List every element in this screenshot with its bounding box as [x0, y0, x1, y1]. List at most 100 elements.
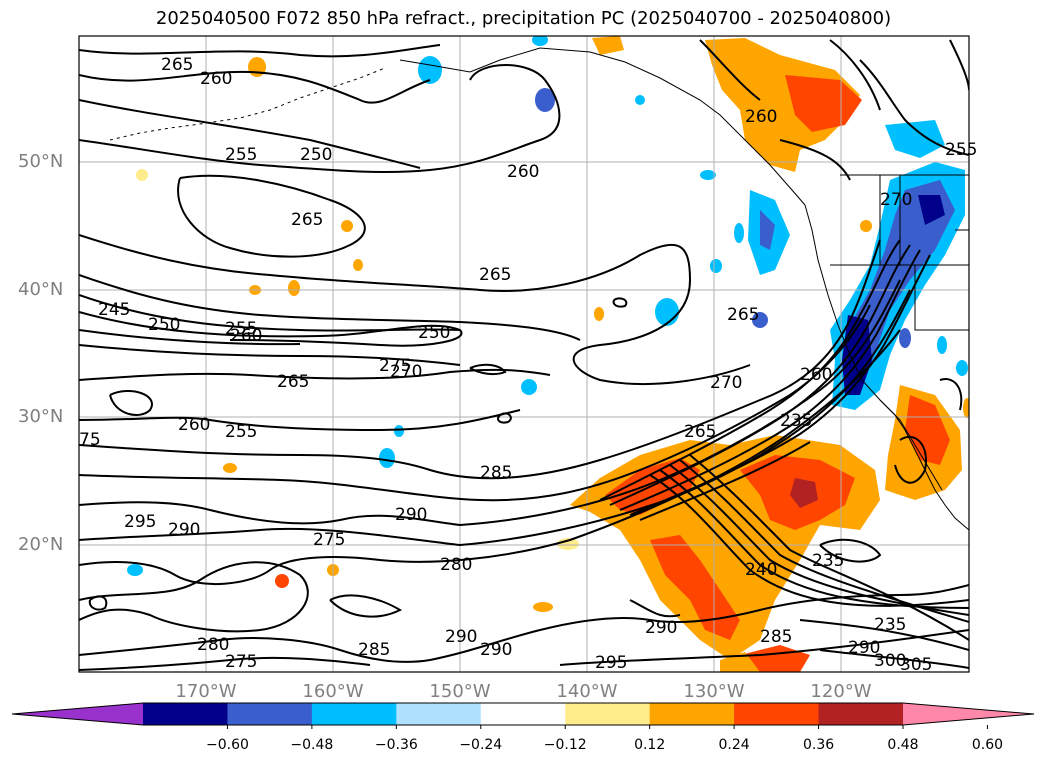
contour-line	[819, 538, 882, 563]
colorbar-cell	[227, 703, 313, 725]
contour-label: 280	[440, 555, 472, 575]
contour-label: 265	[479, 265, 511, 285]
map-title: 2025040500 F072 850 hPa refract., precip…	[155, 8, 892, 29]
precip-spot-negative	[899, 328, 911, 348]
contour-label: 260	[507, 162, 539, 182]
contour-label: 270	[710, 373, 742, 393]
precip-spot	[248, 57, 266, 77]
contour-label: 285	[480, 463, 512, 483]
contour-line	[79, 44, 441, 58]
contour-label: 260	[178, 415, 210, 435]
contour-line	[79, 329, 301, 346]
colorbar-extend-low	[12, 703, 143, 725]
contour-line	[894, 435, 927, 484]
contour-line	[88, 595, 108, 611]
contour-line	[79, 64, 561, 174]
contour-label: 260	[745, 107, 777, 127]
contour-line	[79, 294, 461, 332]
contour-label: 255	[945, 140, 977, 160]
contour-line	[79, 584, 969, 663]
precip-spot	[353, 259, 363, 271]
lon-label-140w: 140°W	[556, 681, 618, 702]
contour-label: 260	[200, 69, 232, 89]
precip-spot	[136, 169, 148, 181]
colorbar-cells	[143, 703, 904, 725]
contour-label: 265	[277, 372, 309, 392]
map-panel: 265 260 255 250 260 265 265 260 270 255 …	[78, 35, 977, 675]
colorbar-cell	[396, 703, 482, 725]
contour-label: 235	[780, 411, 812, 431]
contour-line	[79, 344, 461, 366]
contour-label: 270	[880, 190, 912, 210]
lon-label-160w: 160°W	[302, 681, 364, 702]
contour-line	[669, 464, 969, 616]
contour-line	[79, 239, 881, 480]
contour-line	[79, 99, 421, 169]
contour-line	[497, 412, 512, 424]
precip-spot-negative	[532, 36, 548, 46]
contour-label: 255	[225, 319, 257, 339]
contour-line	[799, 619, 969, 651]
contour-line	[79, 234, 751, 385]
contour-label: 250	[300, 145, 332, 165]
precip-spot	[963, 398, 969, 418]
contour-line	[649, 474, 969, 607]
contour-line	[79, 304, 871, 502]
contour-line	[659, 469, 969, 609]
contour-label: 250	[418, 323, 450, 343]
precip-spot	[275, 574, 289, 588]
contour-label: 235	[874, 615, 906, 635]
colorbar-cell	[311, 703, 397, 725]
contour-label: 290	[395, 505, 427, 525]
contour-label: 255	[225, 422, 257, 442]
contour-line	[79, 70, 431, 104]
aleutian-islands	[109, 67, 386, 141]
refractivity-contours	[79, 39, 969, 671]
contour-line	[639, 441, 811, 521]
contour-label: 290	[848, 638, 880, 658]
contour-label: 75	[79, 430, 101, 450]
precip-spot	[341, 220, 353, 232]
contour-label: 265	[161, 55, 193, 75]
colorbar	[11, 702, 1035, 729]
contour-line	[329, 594, 403, 618]
contour-label: 285	[760, 627, 792, 647]
contour-label: 260	[230, 326, 262, 346]
contour-label: 250	[148, 315, 180, 335]
precip-spot	[533, 602, 553, 612]
contour-line	[939, 378, 963, 411]
precip-spot-negative	[655, 298, 679, 326]
contour-label: 265	[727, 305, 759, 325]
precip-spot-negative	[734, 223, 744, 243]
precip-spot-negative	[127, 564, 143, 576]
baja-coast	[879, 399, 943, 491]
colorbar-tick-label: −0.24	[459, 737, 503, 753]
contour-label: 265	[291, 210, 323, 230]
contour-line	[79, 329, 901, 585]
contour-label: 290	[445, 627, 477, 647]
contour-line	[819, 649, 969, 669]
precip-spot	[860, 220, 872, 232]
contour-line	[559, 629, 969, 666]
contour-label: 290	[480, 640, 512, 660]
contour-line	[79, 561, 309, 633]
lon-label-150w: 150°W	[429, 681, 491, 702]
colorbar-ticks	[226, 725, 988, 729]
colorbar-cell	[649, 703, 735, 725]
precip-area-blue-dark	[918, 195, 945, 225]
precip-spot	[288, 280, 300, 296]
precip-spot-negative	[418, 56, 442, 84]
contour-label: 285	[358, 640, 390, 660]
alaska-coast	[399, 47, 806, 206]
contour-label: 290	[168, 520, 200, 540]
contour-line	[829, 39, 881, 111]
map-frame	[78, 35, 970, 673]
contour-line	[609, 244, 911, 506]
precip-area-nw-coast	[705, 38, 860, 172]
lat-label-50n: 50°N	[18, 151, 64, 172]
state-borders	[830, 174, 969, 331]
contour-line	[599, 239, 901, 501]
contour-label: 270	[390, 362, 422, 382]
colorbar-tick-label: −0.12	[543, 737, 587, 753]
contour-label: 235	[812, 551, 844, 571]
